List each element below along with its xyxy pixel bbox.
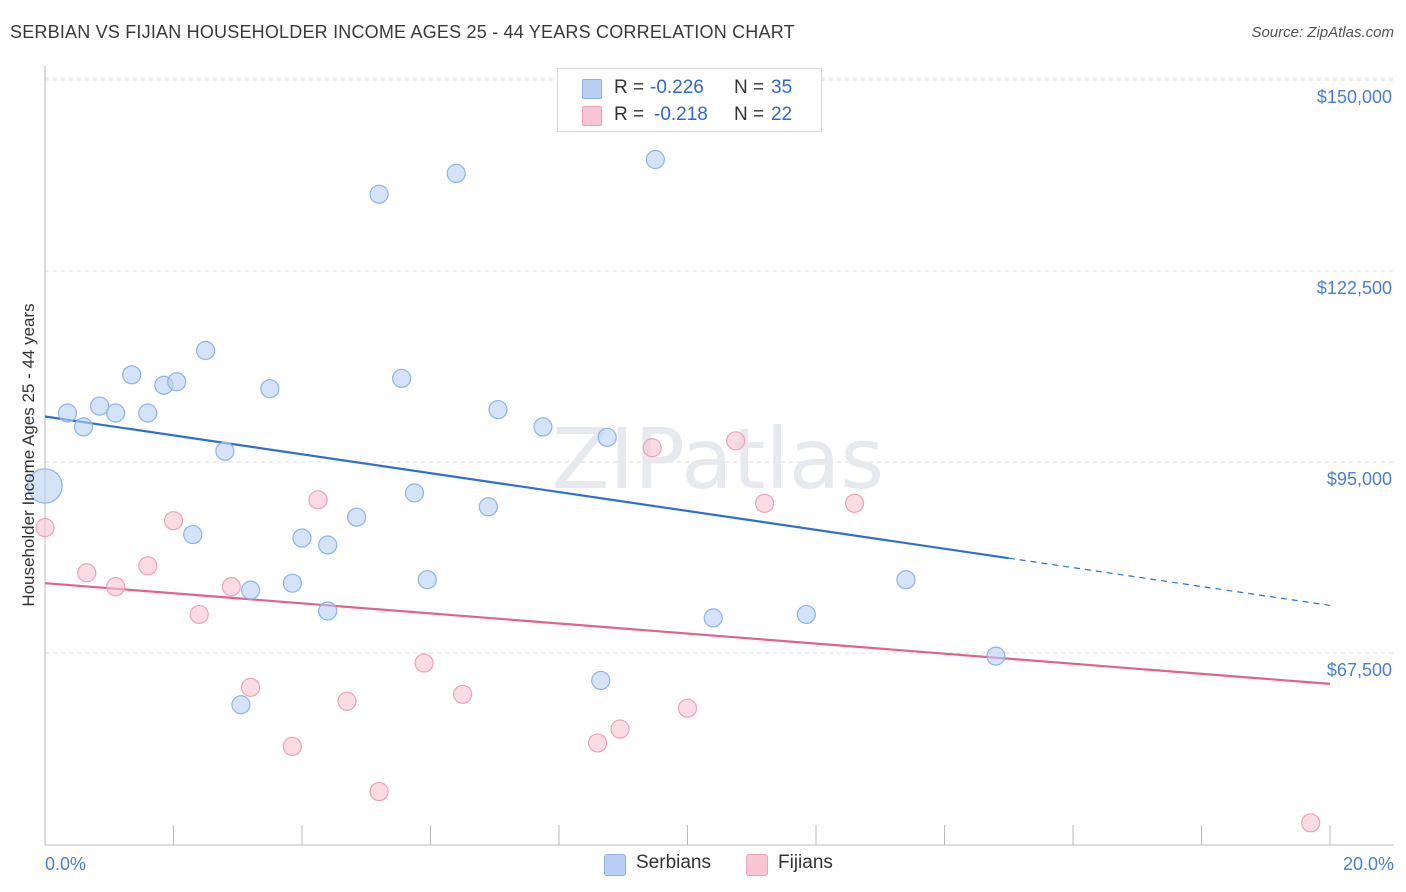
- trend-layer: [44, 415, 1331, 685]
- legend-r-label: R =: [614, 77, 645, 98]
- serbian-point: [90, 396, 110, 416]
- legend-swatch-serbians: [604, 854, 626, 876]
- serbian-point: [478, 497, 498, 517]
- fijian-point: [610, 719, 630, 739]
- serbian-point: [231, 695, 251, 715]
- serbian-point: [986, 646, 1006, 666]
- trend-line: [44, 582, 1331, 685]
- tick-layer: $67,500 $95,000 $122,500 $150,000 0.0% 20.0%: [45, 87, 1394, 874]
- trend-line: [44, 415, 1009, 560]
- serbian-point: [27, 468, 63, 504]
- fijian-point: [642, 438, 662, 458]
- fijian-point: [587, 733, 608, 753]
- legend-swatch-fijians: [746, 854, 768, 876]
- legend-r-label: R =: [614, 104, 645, 125]
- x-tick-label: 0.0%: [45, 854, 86, 874]
- fijian-point: [221, 577, 241, 597]
- serbian-point: [292, 528, 312, 548]
- serbian-point: [122, 365, 142, 385]
- serbian-point: [106, 403, 126, 423]
- legend-row-serbians: R = -0.226 N = 35: [558, 73, 821, 101]
- correlation-legend: R = -0.226 N = 35 R = -0.218 N = 22: [557, 68, 822, 132]
- serbian-point: [215, 441, 235, 461]
- legend-r-value: -0.226: [650, 77, 704, 98]
- watermark: ZIPatlas: [552, 410, 884, 508]
- fijian-point: [241, 677, 261, 697]
- serbian-point: [183, 524, 203, 545]
- fijian-point: [35, 518, 55, 538]
- serbian-point: [318, 601, 338, 621]
- y-axis-label: Householder Income Ages 25 - 44 years: [19, 303, 38, 606]
- fijian-point: [138, 556, 158, 576]
- legend-r-value: -0.218: [654, 104, 708, 125]
- legend-n-label: N =: [734, 77, 765, 98]
- axis-layer: [44, 66, 1394, 846]
- fijian-point: [308, 490, 328, 510]
- serbian-point: [417, 570, 437, 590]
- serbian-point: [369, 184, 389, 204]
- y-tick-label: $67,500: [1327, 660, 1392, 680]
- legend-n-label: N =: [734, 104, 765, 125]
- fijian-point: [189, 604, 209, 625]
- fijian-point: [282, 736, 302, 757]
- fijian-point: [754, 493, 775, 513]
- serbian-point: [446, 163, 466, 183]
- serbian-point: [391, 368, 412, 388]
- chart-title: SERBIAN VS FIJIAN HOUSEHOLDER INCOME AGE…: [10, 22, 795, 42]
- serbian-point: [896, 570, 916, 590]
- serbian-point: [138, 403, 158, 423]
- serbian-point: [57, 403, 78, 423]
- y-tick-label: $150,000: [1317, 87, 1392, 107]
- x-tick-label: 20.0%: [1343, 854, 1394, 874]
- legend-n-value: 22: [771, 104, 793, 125]
- fijian-point: [414, 653, 434, 673]
- source-label: Source: ZipAtlas.com: [1251, 24, 1394, 41]
- point-layer: [27, 149, 1321, 833]
- fijian-point: [1301, 813, 1321, 833]
- fijian-point: [726, 431, 746, 451]
- legend-swatch-fijians: [582, 106, 602, 126]
- fijian-point: [369, 781, 389, 802]
- serbian-point: [488, 399, 508, 420]
- fijian-point: [453, 684, 473, 704]
- serbian-point: [347, 507, 367, 527]
- serbian-point: [703, 608, 723, 628]
- serbian-point: [282, 573, 302, 593]
- serbian-point: [241, 580, 261, 600]
- fijian-point: [106, 577, 126, 597]
- fijian-point: [677, 698, 698, 718]
- serbian-point: [645, 149, 665, 170]
- legend-n-value: 35: [771, 77, 793, 98]
- legend-label-fijians: Fijians: [778, 852, 833, 873]
- fijian-point: [844, 493, 865, 513]
- serbian-point: [260, 379, 280, 399]
- serbian-point: [404, 483, 425, 503]
- serbian-point: [167, 372, 187, 392]
- legend-swatch-serbians: [582, 79, 602, 99]
- serbian-point: [597, 427, 617, 447]
- serbian-point: [796, 604, 816, 625]
- serbian-point: [73, 417, 94, 437]
- y-tick-label: $122,500: [1317, 278, 1392, 298]
- fijian-point: [337, 691, 357, 711]
- serbian-point: [318, 535, 338, 555]
- serbian-point: [533, 417, 553, 437]
- fijian-point: [163, 511, 184, 531]
- legend-label-serbians: Serbians: [636, 852, 711, 873]
- serbian-point: [591, 670, 611, 691]
- legend-row-fijians: R = -0.218 N = 22: [558, 100, 821, 128]
- y-tick-label: $95,000: [1327, 469, 1392, 489]
- serbian-point: [196, 340, 216, 361]
- fijian-point: [77, 563, 97, 583]
- trend-line-extension: [1008, 557, 1331, 607]
- grid-layer: [45, 77, 1394, 654]
